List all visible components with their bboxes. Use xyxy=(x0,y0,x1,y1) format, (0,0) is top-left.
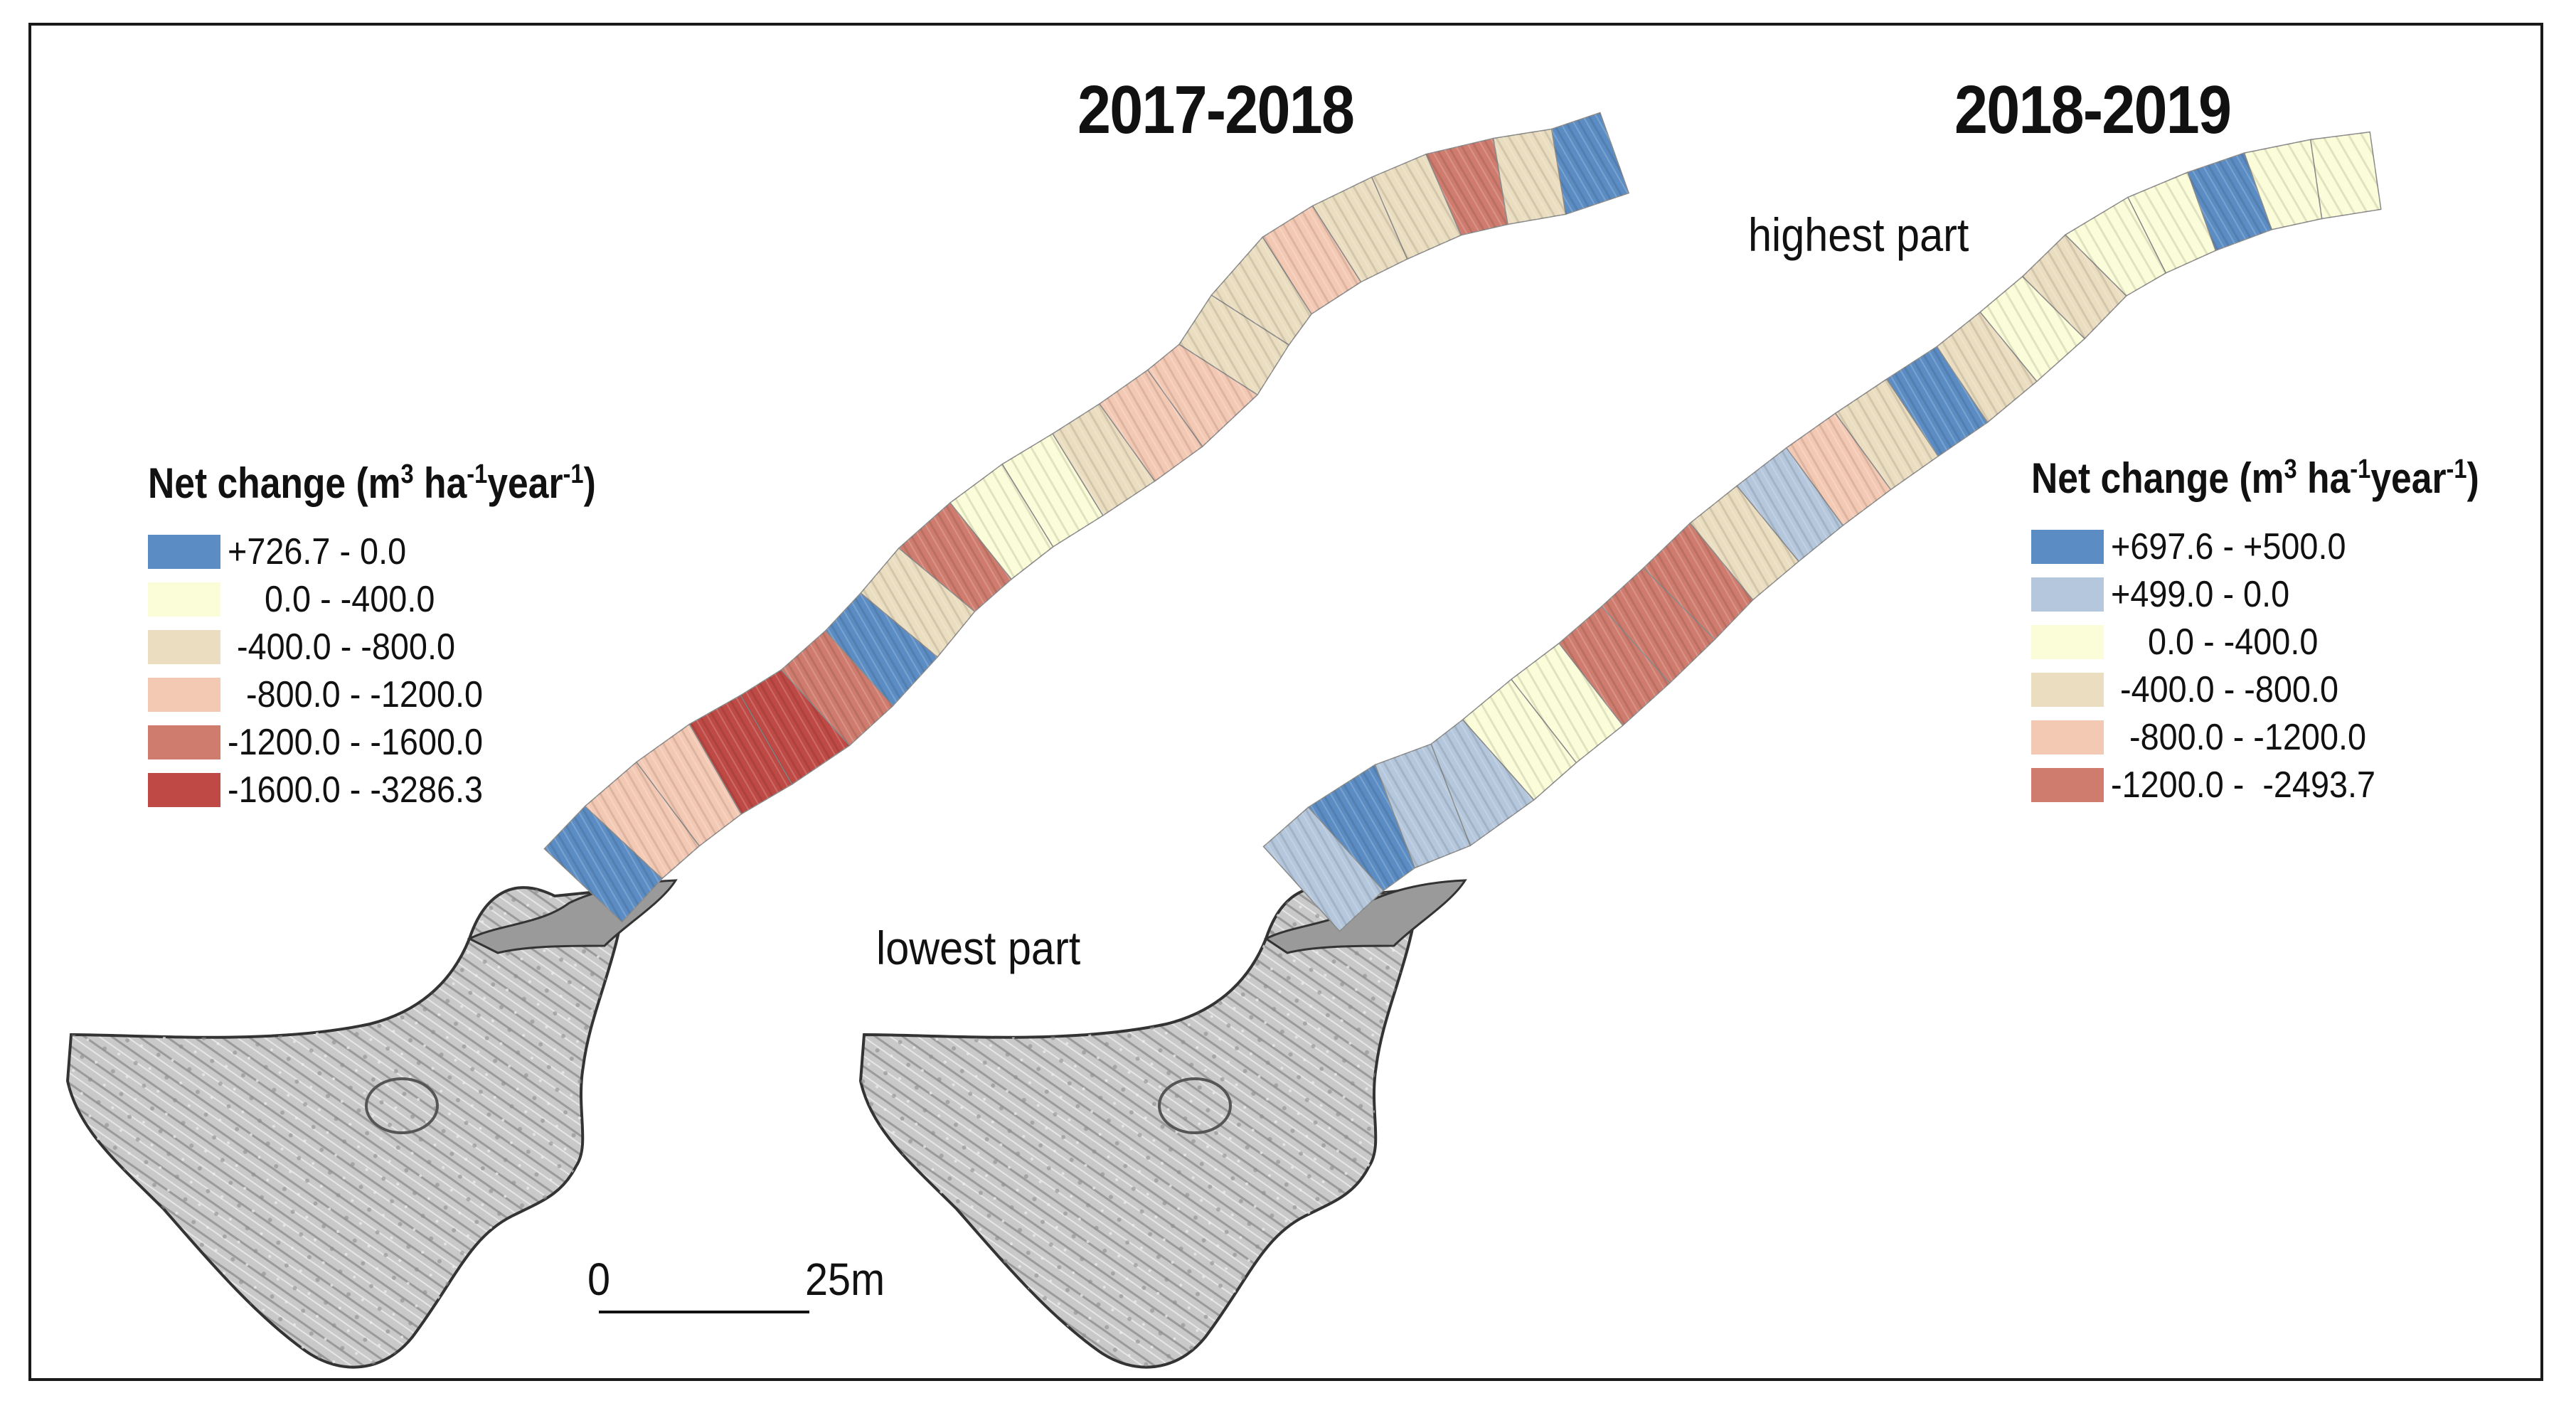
channel-segment-relief xyxy=(1886,346,1988,457)
channel-segment-relief xyxy=(2188,153,2272,251)
legend-swatch xyxy=(2031,672,2104,707)
legend-item-label: 0.0 - -400.0 xyxy=(228,578,435,620)
legend-swatch xyxy=(2031,767,2104,802)
legend-item-label: -800.0 - -1200.0 xyxy=(2111,716,2367,758)
legend-item: -1600.0 - -3286.3 xyxy=(148,766,669,814)
legend-item: +697.6 - +500.0 xyxy=(2031,523,2552,570)
channel-segment-relief xyxy=(636,724,742,846)
fan-left xyxy=(65,879,678,1369)
legend-item-label: +697.6 - +500.0 xyxy=(2111,526,2346,567)
panel-title-left: 2017-2018 xyxy=(1077,72,1355,148)
channel-segment-relief xyxy=(1737,447,1843,562)
channel-segment-relief xyxy=(1375,744,1471,868)
channel-segment-relief xyxy=(1002,433,1103,547)
channel-segment-relief xyxy=(1147,344,1258,447)
legend-item-label: -400.0 - -800.0 xyxy=(228,626,455,668)
channel-segment-relief xyxy=(1053,403,1155,516)
legend-left: Net change (m3 ha-1year-1) +726.7 - 0.0 … xyxy=(148,459,669,814)
channel-segment-relief xyxy=(1551,112,1629,215)
channel-segment-relief xyxy=(689,695,792,814)
legend-item: +499.0 - 0.0 xyxy=(2031,570,2552,618)
channel-segment-relief xyxy=(585,762,700,879)
legend-item-label: -1200.0 - -1600.0 xyxy=(228,721,484,763)
legend-swatch xyxy=(148,725,220,759)
channel-segment-relief xyxy=(861,548,975,657)
channel-segment-relief xyxy=(2310,132,2381,219)
channel-segment-relief xyxy=(1312,177,1407,282)
channel-left xyxy=(543,112,1630,923)
legend-item-label: +499.0 - 0.0 xyxy=(2111,573,2290,615)
channel-segment-relief xyxy=(1179,295,1289,395)
channel-segment-relief xyxy=(1511,643,1623,763)
channel-segment-relief xyxy=(1559,606,1670,726)
legend-swatch xyxy=(2031,577,2104,612)
legend-title: Net change (m3 ha-1year-1) xyxy=(148,459,596,507)
legend-item: -400.0 - -800.0 xyxy=(2031,666,2552,713)
channel-right xyxy=(1262,131,2382,932)
legend-item-label: +726.7 - 0.0 xyxy=(228,530,407,572)
legend-item-label: -1200.0 - -2493.7 xyxy=(2111,764,2376,806)
channel-segment-relief xyxy=(1835,379,1939,490)
legend-swatch xyxy=(148,772,220,807)
legend-item: 0.0 - -400.0 xyxy=(148,575,669,623)
legend-item: -400.0 - -800.0 xyxy=(148,623,669,671)
channel-segment-relief xyxy=(1690,486,1799,600)
channel-segment-relief xyxy=(2065,197,2166,296)
legend-swatch xyxy=(2031,624,2104,659)
legend-item: -1200.0 - -1600.0 xyxy=(148,718,669,766)
channel-segment-relief xyxy=(544,806,662,922)
channel-segment-relief xyxy=(1493,129,1566,225)
channel-segment-relief xyxy=(898,503,1012,612)
channel-segment-relief xyxy=(1426,138,1508,235)
legend-swatch xyxy=(148,677,220,712)
legend-swatch xyxy=(148,582,220,617)
legend-swatch xyxy=(148,629,220,664)
highest-part-label: highest part xyxy=(1748,208,1969,261)
legend-swatch xyxy=(2031,529,2104,564)
legend-item-label: -400.0 - -800.0 xyxy=(2111,668,2338,710)
channel-segment-relief xyxy=(1211,237,1312,345)
channel-segment-relief xyxy=(950,464,1053,580)
legend-item-label: -1600.0 - -3286.3 xyxy=(228,769,484,811)
channel-segment-relief xyxy=(1431,720,1534,846)
scale-end-label: 25m xyxy=(805,1254,885,1305)
legend-item: 0.0 - -400.0 xyxy=(2031,618,2552,666)
legend-item: -800.0 - -1200.0 xyxy=(148,671,669,718)
channel-segment-relief xyxy=(1602,567,1715,683)
legend-title: Net change (m3 ha-1year-1) xyxy=(2031,454,2479,502)
channel-segment-relief xyxy=(1263,807,1384,932)
channel-segment-relief xyxy=(1980,276,2085,382)
channel-segment-relief xyxy=(825,593,938,706)
channel-segment-relief xyxy=(1262,206,1361,314)
legend-item: +726.7 - 0.0 xyxy=(148,528,669,575)
channel-segment-relief xyxy=(1462,679,1577,800)
channel-segment-relief xyxy=(1308,764,1415,891)
channel-segment-relief xyxy=(1371,154,1462,260)
channel-segment-relief xyxy=(1643,523,1753,640)
channel-segment-relief xyxy=(2244,139,2322,230)
channel-segment-relief xyxy=(740,669,850,784)
scale-start-label: 0 xyxy=(587,1254,611,1305)
channel-segment-relief xyxy=(1100,370,1203,481)
channel-segment-relief xyxy=(2022,235,2127,339)
channel-segment-relief xyxy=(1937,311,2037,422)
legend-swatch xyxy=(2031,720,2104,754)
legend-item-label: 0.0 - -400.0 xyxy=(2111,621,2319,663)
legend-right: Net change (m3 ha-1year-1) +697.6 - +500… xyxy=(2031,454,2552,809)
panel-title-right: 2018-2019 xyxy=(1954,72,2232,148)
legend-item: -800.0 - -1200.0 xyxy=(2031,713,2552,761)
legend-item: -1200.0 - -2493.7 xyxy=(2031,761,2552,809)
channel-segment-relief xyxy=(2128,172,2216,273)
legend-item-label: -800.0 - -1200.0 xyxy=(228,673,484,715)
channel-segment-relief xyxy=(781,631,893,746)
legend-swatch xyxy=(148,534,220,569)
lowest-part-label: lowest part xyxy=(876,922,1081,974)
channel-segment-relief xyxy=(1786,413,1891,526)
